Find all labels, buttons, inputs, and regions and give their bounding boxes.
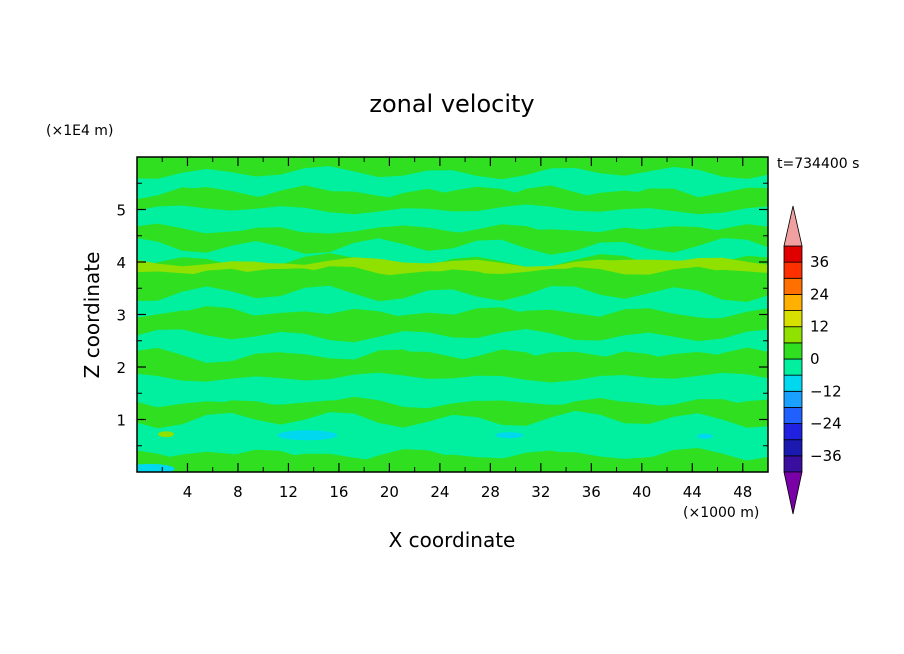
contour-patch — [158, 431, 175, 438]
y-tick-label: 1 — [116, 412, 126, 430]
x-axis: 4 8 12 16 20 24 28 32 36 40 44 48 — [161, 157, 752, 501]
x-tick-label: 16 — [329, 483, 348, 501]
y-unit-label: (×1E4 m) — [46, 123, 113, 139]
contour-patch — [495, 432, 524, 439]
plot-area — [137, 157, 768, 472]
x-unit-label: (×1000 m) — [683, 505, 759, 521]
y-tick-label: 5 — [116, 202, 126, 220]
colorbar-bin — [783, 245, 803, 263]
contour-band — [137, 185, 768, 217]
x-tick-label: 4 — [183, 483, 193, 501]
x-axis-label: X coordinate — [389, 528, 516, 552]
colorbar-tick-label: 0 — [810, 350, 820, 368]
contour-patch — [277, 430, 338, 441]
colorbar-bin — [783, 261, 803, 279]
y-tick-label: 2 — [116, 359, 126, 377]
x-tick-label: 24 — [430, 483, 449, 501]
contour-band — [137, 410, 768, 465]
contour-band — [137, 309, 768, 341]
chart-title: zonal velocity — [369, 90, 534, 118]
x-tick-label: 36 — [582, 483, 601, 501]
contour-patch — [581, 259, 702, 270]
colorbar-bin — [783, 455, 803, 473]
colorbar-tick-label: 36 — [810, 253, 829, 271]
contour-band — [137, 451, 768, 472]
colorbar-bin — [783, 439, 803, 457]
colorbar: 36 24 12 0 −12 −24 −36 — [783, 205, 842, 515]
colorbar-bin — [783, 342, 803, 360]
colorbar-bin — [783, 310, 803, 328]
contour-patch — [137, 463, 175, 472]
contour-patch — [218, 263, 309, 270]
time-label: t=734400 s — [777, 156, 859, 172]
contour-band — [137, 329, 768, 363]
colorbar-bin — [783, 407, 803, 424]
colorbar-tick-label: 12 — [810, 318, 829, 336]
contour-band — [137, 396, 768, 427]
colorbar-bin — [783, 374, 803, 392]
x-tick-label: 48 — [733, 483, 752, 501]
colorbar-bin — [783, 358, 803, 376]
x-tick-label: 44 — [683, 483, 702, 501]
y-axis-label: Z coordinate — [80, 252, 104, 379]
colorbar-bin — [783, 294, 803, 311]
colorbar-bin — [783, 423, 803, 441]
colorbar-tick-label: −24 — [810, 415, 842, 433]
colorbar-tick-label: −12 — [810, 382, 842, 400]
colorbar-bin — [783, 326, 803, 344]
x-tick-label: 40 — [632, 483, 651, 501]
x-tick-label: 8 — [233, 483, 243, 501]
x-tick-label: 20 — [380, 483, 399, 501]
colorbar-bin — [783, 390, 803, 408]
colorbar-bin — [783, 277, 803, 295]
contour-patch — [696, 433, 713, 439]
contour-band — [137, 204, 768, 235]
contour-band — [137, 223, 768, 253]
colorbar-extend-max — [783, 205, 803, 247]
y-axis: 1 2 3 4 5 — [116, 182, 768, 447]
y-tick-label: 4 — [116, 254, 126, 272]
x-tick-label: 32 — [531, 483, 550, 501]
contour-band — [137, 372, 768, 409]
colorbar-tick-label: −36 — [810, 447, 842, 465]
colorbar-tick-label: 24 — [810, 285, 829, 303]
y-tick-label: 3 — [116, 307, 126, 325]
contour-band — [137, 238, 768, 271]
x-tick-label: 12 — [279, 483, 298, 501]
x-tick-label: 28 — [481, 483, 500, 501]
colorbar-extend-min — [783, 471, 803, 515]
